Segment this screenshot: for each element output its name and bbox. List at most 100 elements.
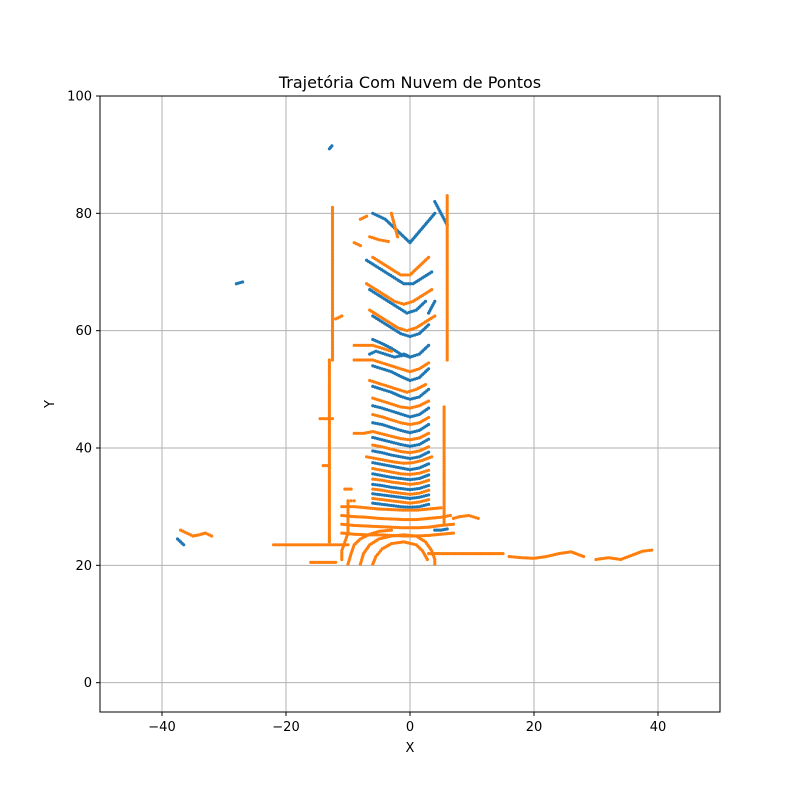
data-point bbox=[415, 505, 419, 509]
data-point bbox=[330, 288, 335, 292]
data-point bbox=[427, 488, 431, 492]
data-point bbox=[451, 522, 455, 526]
data-point bbox=[354, 431, 359, 435]
data-point bbox=[396, 504, 400, 508]
data-point bbox=[445, 225, 449, 229]
data-point bbox=[408, 488, 412, 492]
data-point bbox=[396, 495, 400, 499]
data-point bbox=[330, 290, 335, 294]
data-point bbox=[408, 501, 412, 505]
data-point bbox=[330, 417, 335, 421]
data-point bbox=[445, 238, 449, 243]
data-point bbox=[442, 486, 446, 490]
data-point bbox=[330, 237, 335, 241]
data-point bbox=[415, 481, 419, 486]
data-point bbox=[445, 358, 449, 362]
data-point bbox=[445, 227, 449, 232]
data-point bbox=[430, 455, 434, 459]
data-point bbox=[330, 336, 335, 340]
data-point bbox=[442, 468, 446, 472]
data-point bbox=[352, 431, 356, 435]
data-point bbox=[327, 399, 331, 403]
data-point bbox=[445, 216, 449, 220]
data-point bbox=[330, 307, 335, 311]
data-point bbox=[445, 232, 449, 236]
data-point bbox=[330, 277, 335, 281]
data-point bbox=[645, 549, 649, 553]
data-point bbox=[403, 482, 407, 486]
data-point bbox=[413, 505, 417, 509]
data-point bbox=[327, 430, 331, 434]
data-point bbox=[413, 487, 417, 491]
data-point bbox=[427, 323, 431, 327]
data-point bbox=[445, 300, 449, 304]
data-point bbox=[445, 243, 449, 247]
data-point bbox=[327, 405, 331, 409]
data-point bbox=[458, 515, 462, 519]
data-point bbox=[442, 488, 446, 493]
data-point bbox=[442, 416, 446, 420]
data-point bbox=[408, 482, 412, 486]
data-point bbox=[406, 282, 411, 286]
data-point bbox=[371, 492, 375, 496]
data-point bbox=[327, 493, 331, 497]
data-point bbox=[442, 502, 446, 506]
data-point bbox=[385, 498, 389, 502]
data-point bbox=[346, 522, 350, 526]
data-point bbox=[327, 439, 331, 443]
data-point bbox=[445, 527, 449, 531]
data-point bbox=[340, 314, 344, 318]
axis-ticks: −40 −20 0 20 40 0 20 40 60 80 100 bbox=[67, 90, 666, 736]
data-point bbox=[399, 476, 403, 481]
data-point bbox=[445, 347, 449, 351]
data-point bbox=[371, 501, 375, 505]
data-point bbox=[406, 501, 410, 505]
data-point bbox=[399, 472, 403, 476]
data-point bbox=[415, 495, 419, 500]
data-point bbox=[371, 477, 375, 481]
data-point bbox=[327, 376, 331, 380]
data-point bbox=[373, 487, 377, 491]
data-point bbox=[445, 351, 449, 355]
data-point bbox=[387, 498, 391, 503]
data-point bbox=[375, 497, 380, 501]
data-point bbox=[327, 482, 331, 486]
data-point bbox=[433, 211, 437, 215]
data-point bbox=[445, 304, 449, 309]
data-point bbox=[330, 323, 335, 327]
data-point bbox=[327, 383, 331, 387]
data-point bbox=[413, 496, 417, 500]
data-point bbox=[442, 450, 446, 454]
data-point bbox=[427, 415, 431, 420]
data-point bbox=[401, 450, 405, 454]
data-point bbox=[327, 392, 331, 396]
data-point bbox=[327, 401, 331, 405]
data-point bbox=[403, 477, 407, 481]
data-point bbox=[445, 331, 449, 335]
data-point bbox=[327, 473, 331, 477]
data-point bbox=[445, 293, 449, 298]
data-point bbox=[330, 292, 335, 296]
data-point bbox=[330, 332, 335, 336]
data-point bbox=[386, 239, 390, 244]
data-point bbox=[394, 481, 398, 485]
data-point bbox=[427, 493, 431, 497]
data-point bbox=[357, 431, 361, 435]
data-point bbox=[442, 493, 446, 497]
data-point bbox=[346, 520, 350, 524]
data-point bbox=[327, 475, 331, 479]
data-point bbox=[389, 485, 393, 489]
data-point bbox=[442, 518, 446, 522]
data-point bbox=[392, 460, 397, 464]
x-tick-label: −40 bbox=[148, 720, 175, 735]
data-point bbox=[445, 258, 449, 262]
data-point bbox=[334, 560, 338, 565]
data-point bbox=[460, 514, 464, 518]
data-point bbox=[330, 261, 335, 265]
data-point bbox=[442, 473, 446, 477]
data-point bbox=[445, 287, 449, 291]
data-point bbox=[403, 450, 407, 454]
data-point bbox=[401, 437, 405, 441]
data-point bbox=[330, 239, 335, 243]
data-point bbox=[445, 342, 449, 346]
